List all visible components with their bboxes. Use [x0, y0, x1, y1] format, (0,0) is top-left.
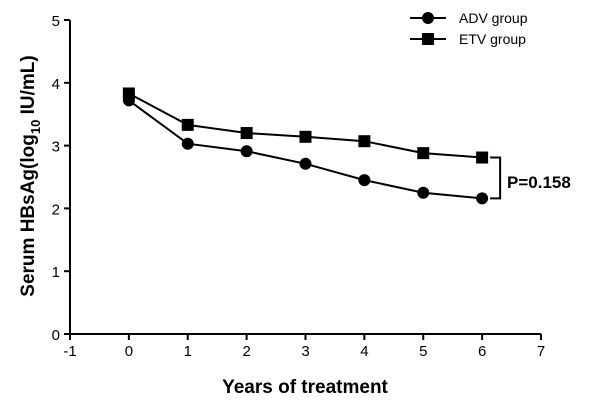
data-point-circle: [240, 145, 253, 158]
x-tick-label: 1: [184, 343, 192, 360]
data-point-circle: [476, 192, 489, 205]
chart-axes: [69, 20, 541, 335]
data-point-circle: [417, 186, 430, 199]
legend-label: ETV group: [459, 31, 526, 47]
data-point-circle: [181, 137, 194, 150]
y-tick-label: 0: [52, 327, 60, 344]
data-point-circle: [299, 157, 312, 170]
x-axis-label: Years of treatment: [222, 377, 388, 398]
data-point-square: [417, 147, 430, 160]
x-tick-label: 4: [360, 343, 368, 360]
chart-series: [122, 87, 489, 205]
data-point-square: [122, 87, 135, 100]
bracket-line: [490, 156, 502, 200]
data-point-circle: [358, 174, 371, 187]
legend-marker-circle: [422, 12, 434, 24]
data-point-square: [240, 127, 253, 140]
data-point-square: [358, 135, 371, 148]
y-tick-label: 3: [52, 139, 60, 156]
legend-marker-square: [422, 33, 434, 45]
x-tick-label: 6: [478, 343, 486, 360]
data-point-square: [299, 130, 312, 143]
x-tick-label: 0: [125, 343, 133, 360]
x-tick-label: 5: [419, 343, 427, 360]
x-tick-label: 7: [537, 343, 545, 360]
y-tick-label: 1: [52, 264, 60, 281]
legend-label: ADV group: [459, 10, 528, 26]
y-tick-label: 2: [52, 201, 60, 218]
data-point-square: [181, 118, 194, 131]
chart-legend: ADV group ETV group: [410, 10, 528, 47]
x-tick-label: 3: [301, 343, 309, 360]
y-tick-label: 4: [52, 76, 60, 93]
y-axis-label: Serum HBsAg(log10 IU/mL): [18, 55, 43, 296]
data-point-square: [476, 151, 489, 164]
x-tick-label: 2: [242, 343, 250, 360]
y-tick-label: 5: [52, 13, 60, 30]
p-value-bracket: [490, 156, 502, 200]
p-value-annotation: P=0.158: [507, 173, 571, 192]
x-tick-label: -1: [63, 343, 76, 360]
